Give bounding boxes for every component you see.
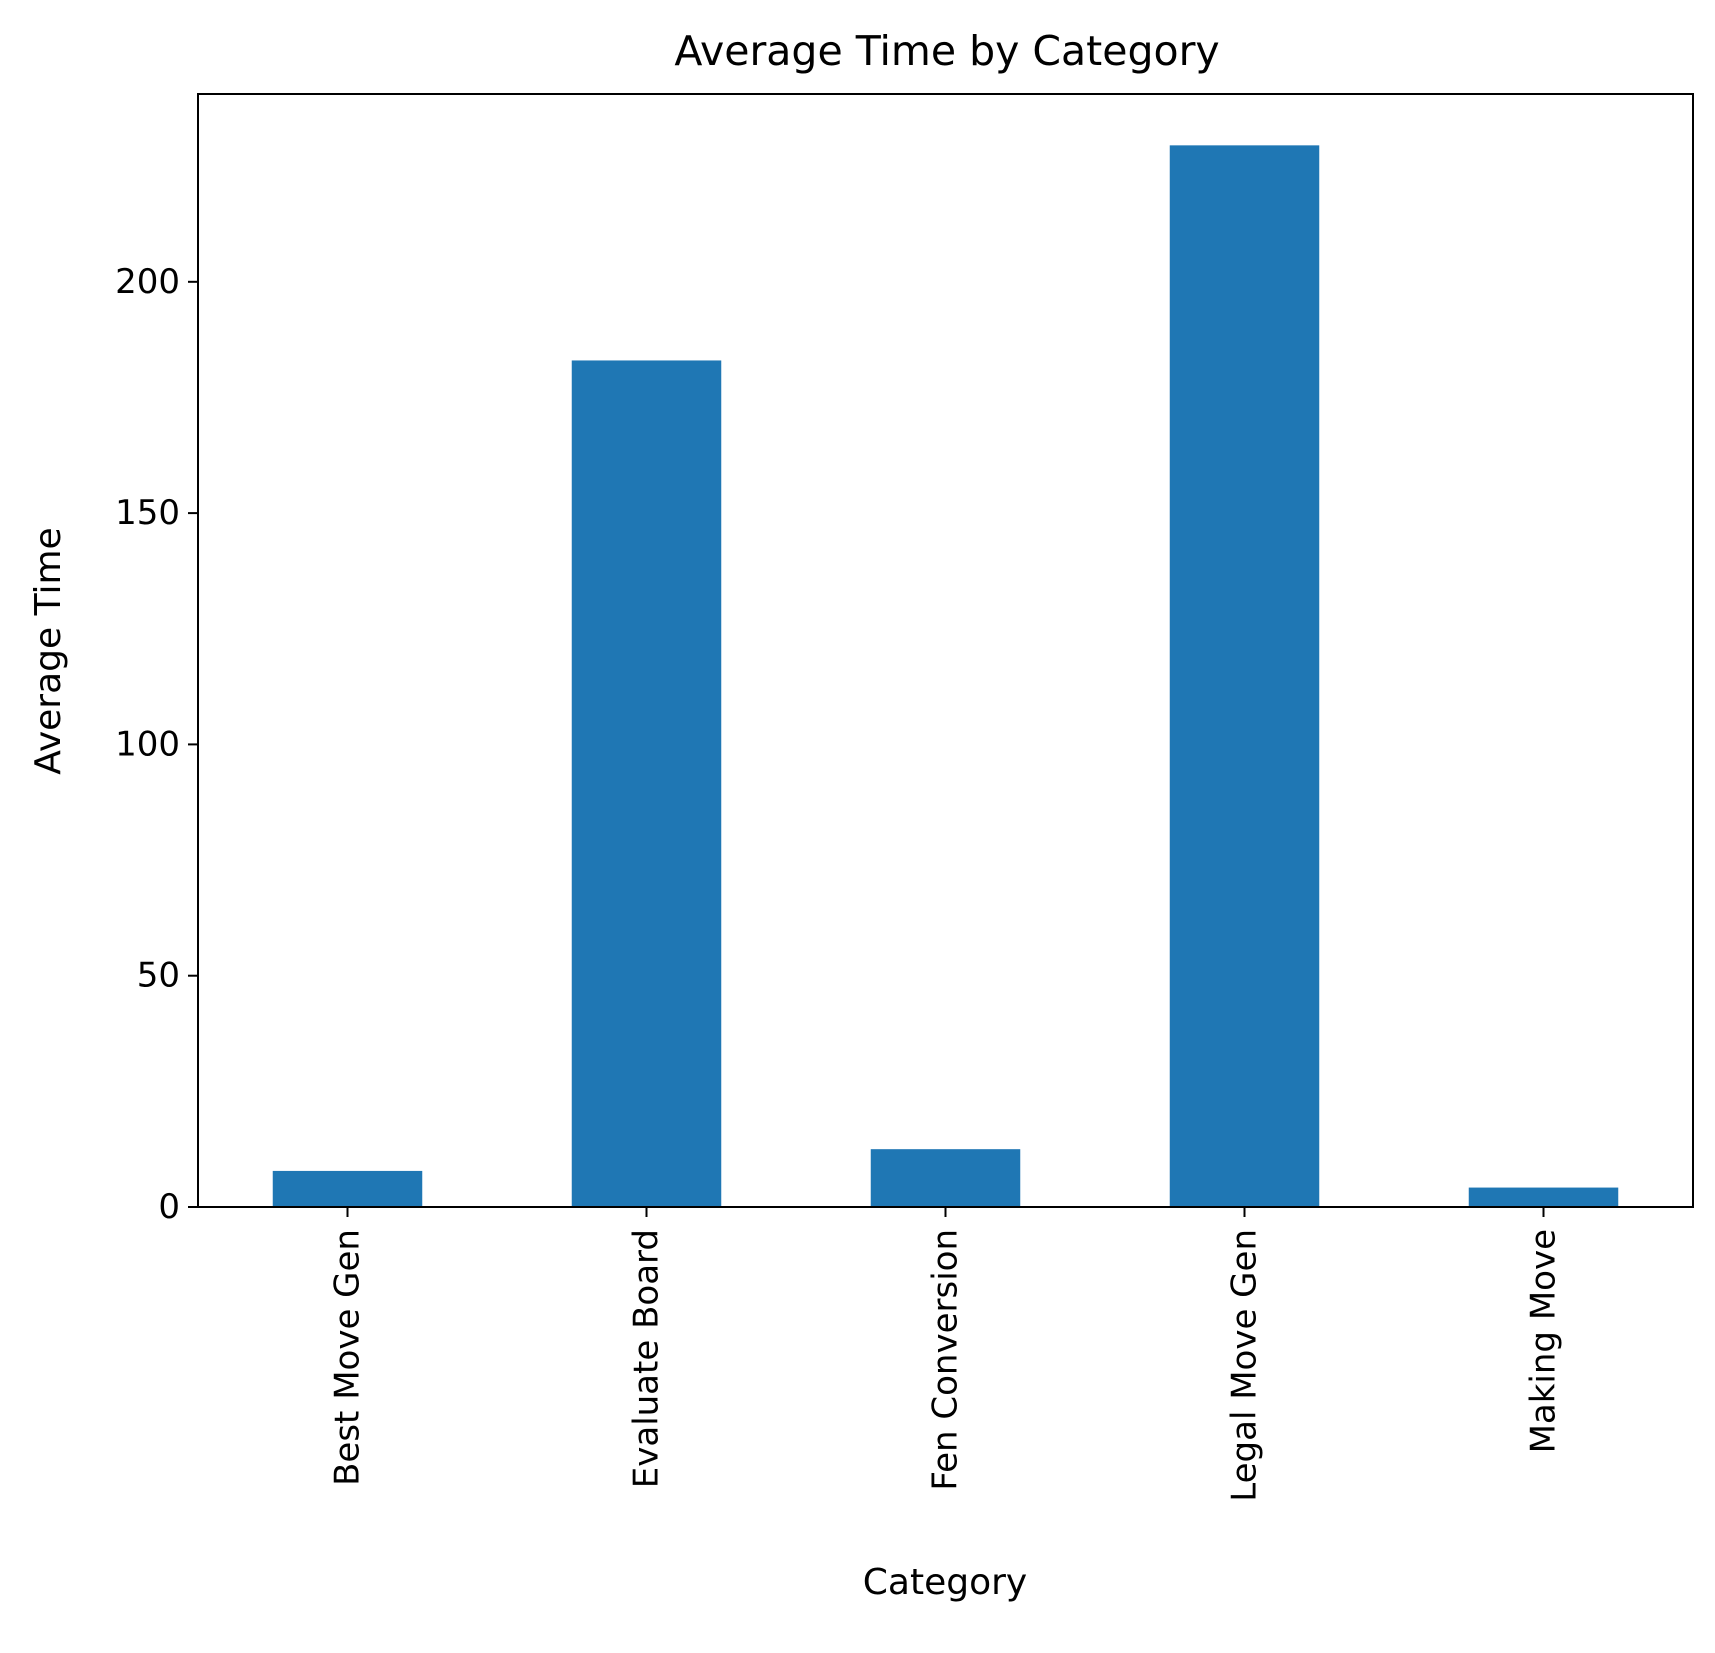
y-tick-label: 50 — [137, 956, 180, 996]
plot-frame — [197, 93, 1694, 1208]
bar-fen-conversion — [870, 1149, 1021, 1207]
x-tick-label: Legal Move Gen — [1225, 1229, 1265, 1502]
x-tick-label: Fen Conversion — [926, 1229, 966, 1491]
x-tick-label: Making Move — [1524, 1229, 1564, 1453]
bar-evaluate-board — [571, 360, 722, 1207]
bar-best-move-gen — [272, 1170, 423, 1207]
y-axis-label: Average Time — [28, 527, 69, 774]
y-tick-label: 150 — [115, 493, 180, 533]
x-axis-label: Category — [863, 1562, 1027, 1603]
y-tick-label: 0 — [158, 1187, 180, 1227]
bars-group — [272, 145, 1619, 1207]
bar-making-move — [1468, 1187, 1619, 1207]
y-axis-ticks: 0 50 100 150 200 — [115, 262, 198, 1227]
y-tick-label: 200 — [115, 262, 180, 302]
x-tick-label: Best Move Gen — [328, 1229, 368, 1486]
x-axis-ticks: Best Move Gen Evaluate Board Fen Conversio… — [328, 1207, 1564, 1502]
chart-title: Average Time by Category — [674, 27, 1219, 75]
bar-legal-move-gen — [1169, 145, 1320, 1207]
x-tick-label: Evaluate Board — [627, 1229, 667, 1488]
y-tick-label: 100 — [115, 724, 180, 764]
